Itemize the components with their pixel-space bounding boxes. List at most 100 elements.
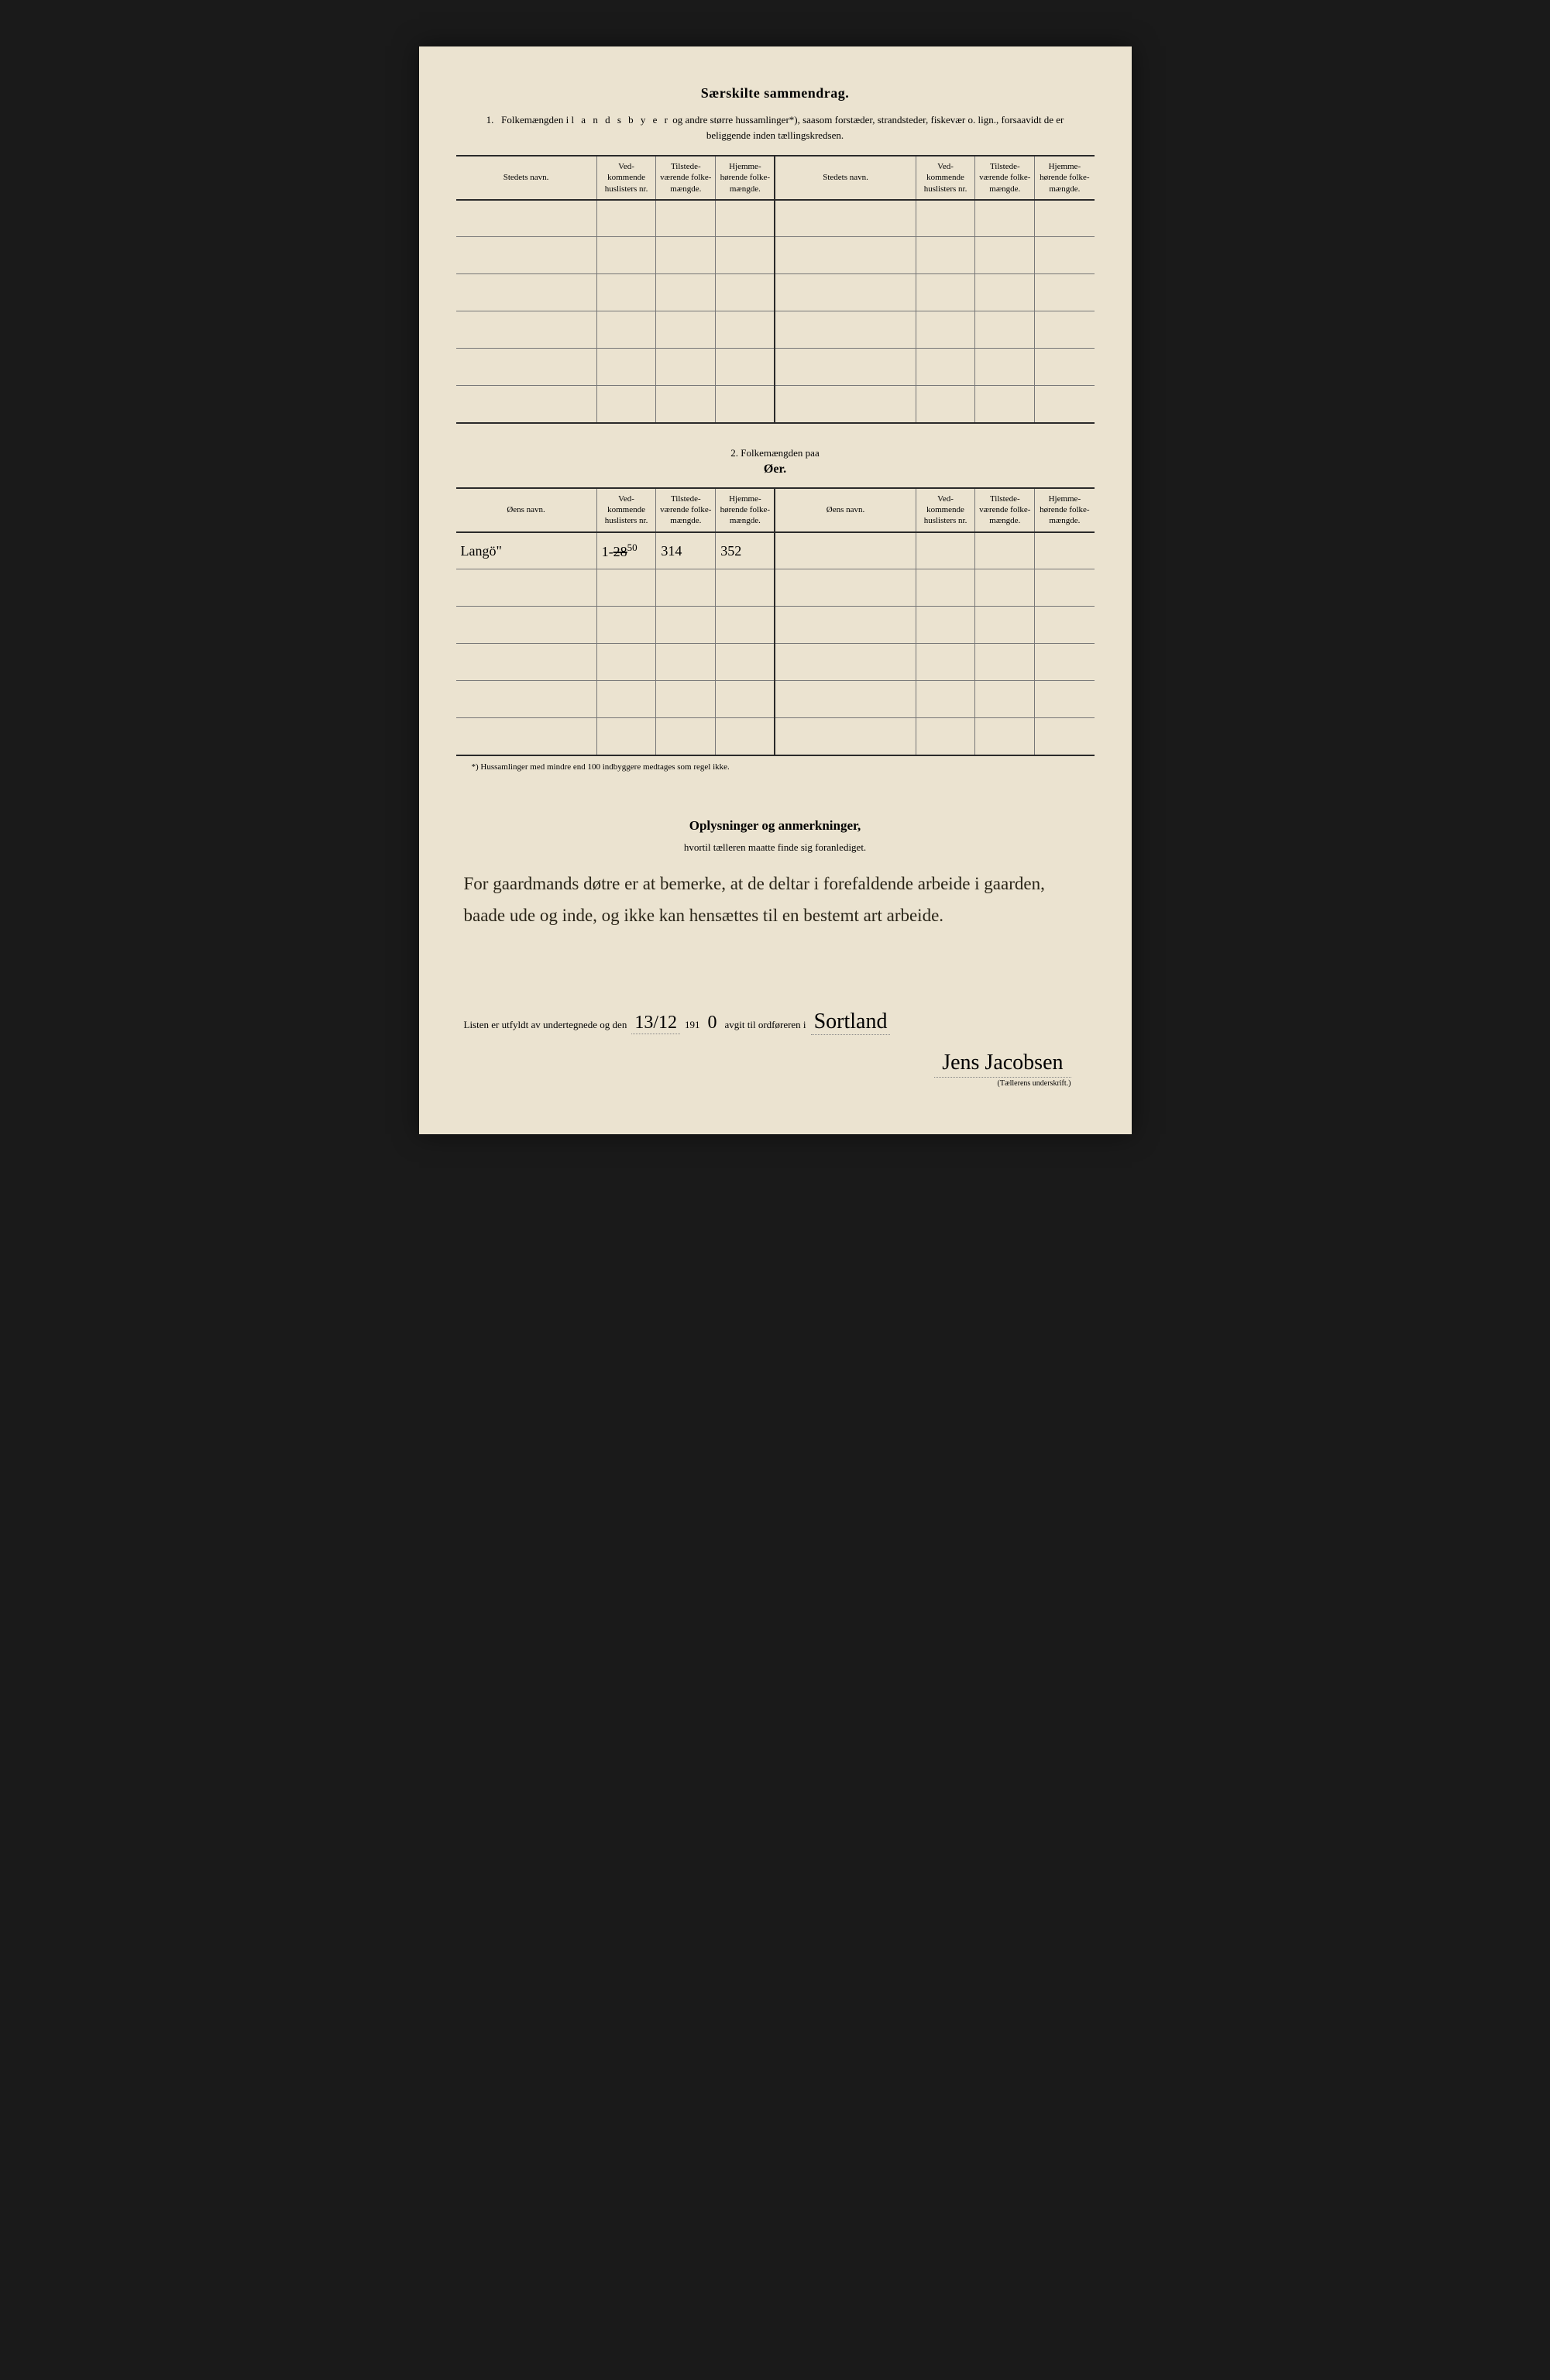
- table-row: [456, 386, 1095, 423]
- signature-caption: (Tællerens underskrift.): [456, 1079, 1071, 1088]
- table-cell: [716, 274, 775, 311]
- table-cell: [1035, 349, 1095, 386]
- col-tilstede-1: Tilstede- værende folke- mængde.: [656, 488, 716, 532]
- table-cell: [596, 200, 656, 237]
- table-row: [456, 311, 1095, 349]
- table-cell: [456, 607, 597, 644]
- table-cell: [1035, 311, 1095, 349]
- table-cell: [916, 274, 975, 311]
- table-cell: [975, 200, 1035, 237]
- col-hjemme-1: Hjemme- hørende folke- mængde.: [716, 488, 775, 532]
- table-cell: [716, 718, 775, 755]
- col-hjemme-1: Hjemme- hørende folke- mængde.: [716, 156, 775, 200]
- table-cell: [775, 311, 916, 349]
- sig-mid2: avgit til ordføreren i: [725, 1019, 806, 1031]
- table-cell: [975, 532, 1035, 569]
- table-cell: [456, 311, 597, 349]
- table-cell: [456, 200, 597, 237]
- main-title: Særskilte sammendrag.: [456, 85, 1095, 101]
- section1-intro: 1. Folkemængden i l a n d s b y e r og a…: [456, 112, 1095, 143]
- table-cell: [456, 681, 597, 718]
- table-cell: [775, 274, 916, 311]
- table-cell: [775, 681, 916, 718]
- table-row: [456, 681, 1095, 718]
- notes-subtitle: hvortil tælleren maatte finde sig foranl…: [456, 841, 1095, 854]
- col-oens-navn-2: Øens navn.: [775, 488, 916, 532]
- col-oens-navn-1: Øens navn.: [456, 488, 597, 532]
- intro-part-b: og andre større hussamlinger*), saasom f…: [670, 114, 1064, 141]
- table-cell: [775, 569, 916, 607]
- table-cell: [656, 386, 716, 423]
- table-cell: [775, 532, 916, 569]
- table-cell: [716, 349, 775, 386]
- table-cell: [775, 386, 916, 423]
- intro-part-a: Folkemængden i: [501, 114, 571, 126]
- table-cell: [596, 311, 656, 349]
- table2-body: Langö"1-2850314352: [456, 532, 1095, 755]
- table-cell: [656, 681, 716, 718]
- enumerator-signature: Jens Jacobsen: [934, 1051, 1071, 1078]
- table-cell: [1035, 386, 1095, 423]
- table-cell: 1-2850: [596, 532, 656, 569]
- table1-body: [456, 200, 1095, 423]
- table-cell: 352: [716, 532, 775, 569]
- table-cell: [596, 349, 656, 386]
- table-cell: [1035, 569, 1095, 607]
- table-cell: [775, 718, 916, 755]
- table-cell: [456, 644, 597, 681]
- table-cell: [916, 311, 975, 349]
- table-cell: [656, 311, 716, 349]
- table-row: [456, 200, 1095, 237]
- table-cell: [1035, 607, 1095, 644]
- table-cell: [656, 607, 716, 644]
- table-cell: [656, 349, 716, 386]
- section2-lead: 2. Folkemængden paa: [456, 447, 1095, 459]
- table-cell: [656, 237, 716, 274]
- table-cell: [775, 349, 916, 386]
- table-row: [456, 718, 1095, 755]
- table-cell: [1035, 681, 1095, 718]
- col-stedets-navn-1: Stedets navn.: [456, 156, 597, 200]
- col-huslisters-1: Ved- kommende huslisters nr.: [596, 488, 656, 532]
- table-cell: [456, 349, 597, 386]
- table-cell: [596, 718, 656, 755]
- census-form-page: Særskilte sammendrag. 1. Folkemængden i …: [419, 46, 1132, 1134]
- table-landsbyer: Stedets navn. Ved- kommende huslisters n…: [456, 155, 1095, 424]
- table-cell: [716, 311, 775, 349]
- table-cell: [916, 644, 975, 681]
- table-cell: [1035, 718, 1095, 755]
- table-cell: [775, 237, 916, 274]
- sig-year-last: 0: [705, 1013, 720, 1034]
- table-cell: [1035, 274, 1095, 311]
- table-cell: [596, 644, 656, 681]
- table-cell: [456, 237, 597, 274]
- table-cell: [1035, 237, 1095, 274]
- table-cell: [596, 274, 656, 311]
- col-huslisters-2: Ved- kommende huslisters nr.: [916, 156, 975, 200]
- col-tilstede-2: Tilstede- værende folke- mængde.: [975, 488, 1035, 532]
- table-cell: [775, 607, 916, 644]
- table-cell: [656, 644, 716, 681]
- signature-line: Listen er utfyldt av undertegnede og den…: [456, 1009, 1095, 1035]
- table-cell: [975, 311, 1035, 349]
- table-cell: [975, 386, 1035, 423]
- table-cell: [916, 349, 975, 386]
- notes-handwritten-body: For gaardmands døtre er at bemerke, at d…: [456, 868, 1095, 932]
- table-cell: [916, 718, 975, 755]
- table-cell: [716, 200, 775, 237]
- table-cell: [456, 718, 597, 755]
- sig-prefix: Listen er utfyldt av undertegnede og den: [464, 1019, 627, 1031]
- table-row: [456, 569, 1095, 607]
- table-cell: [975, 569, 1035, 607]
- table-cell: [716, 681, 775, 718]
- table-cell: [716, 644, 775, 681]
- table-cell: [775, 644, 916, 681]
- notes-title: Oplysninger og anmerkninger,: [456, 818, 1095, 834]
- table-oer: Øens navn. Ved- kommende huslisters nr. …: [456, 487, 1095, 756]
- sig-date: 13/12: [631, 1013, 680, 1034]
- table-cell: [716, 237, 775, 274]
- table-cell: [975, 274, 1035, 311]
- table-row: [456, 237, 1095, 274]
- table-cell: [1035, 644, 1095, 681]
- table-row: [456, 644, 1095, 681]
